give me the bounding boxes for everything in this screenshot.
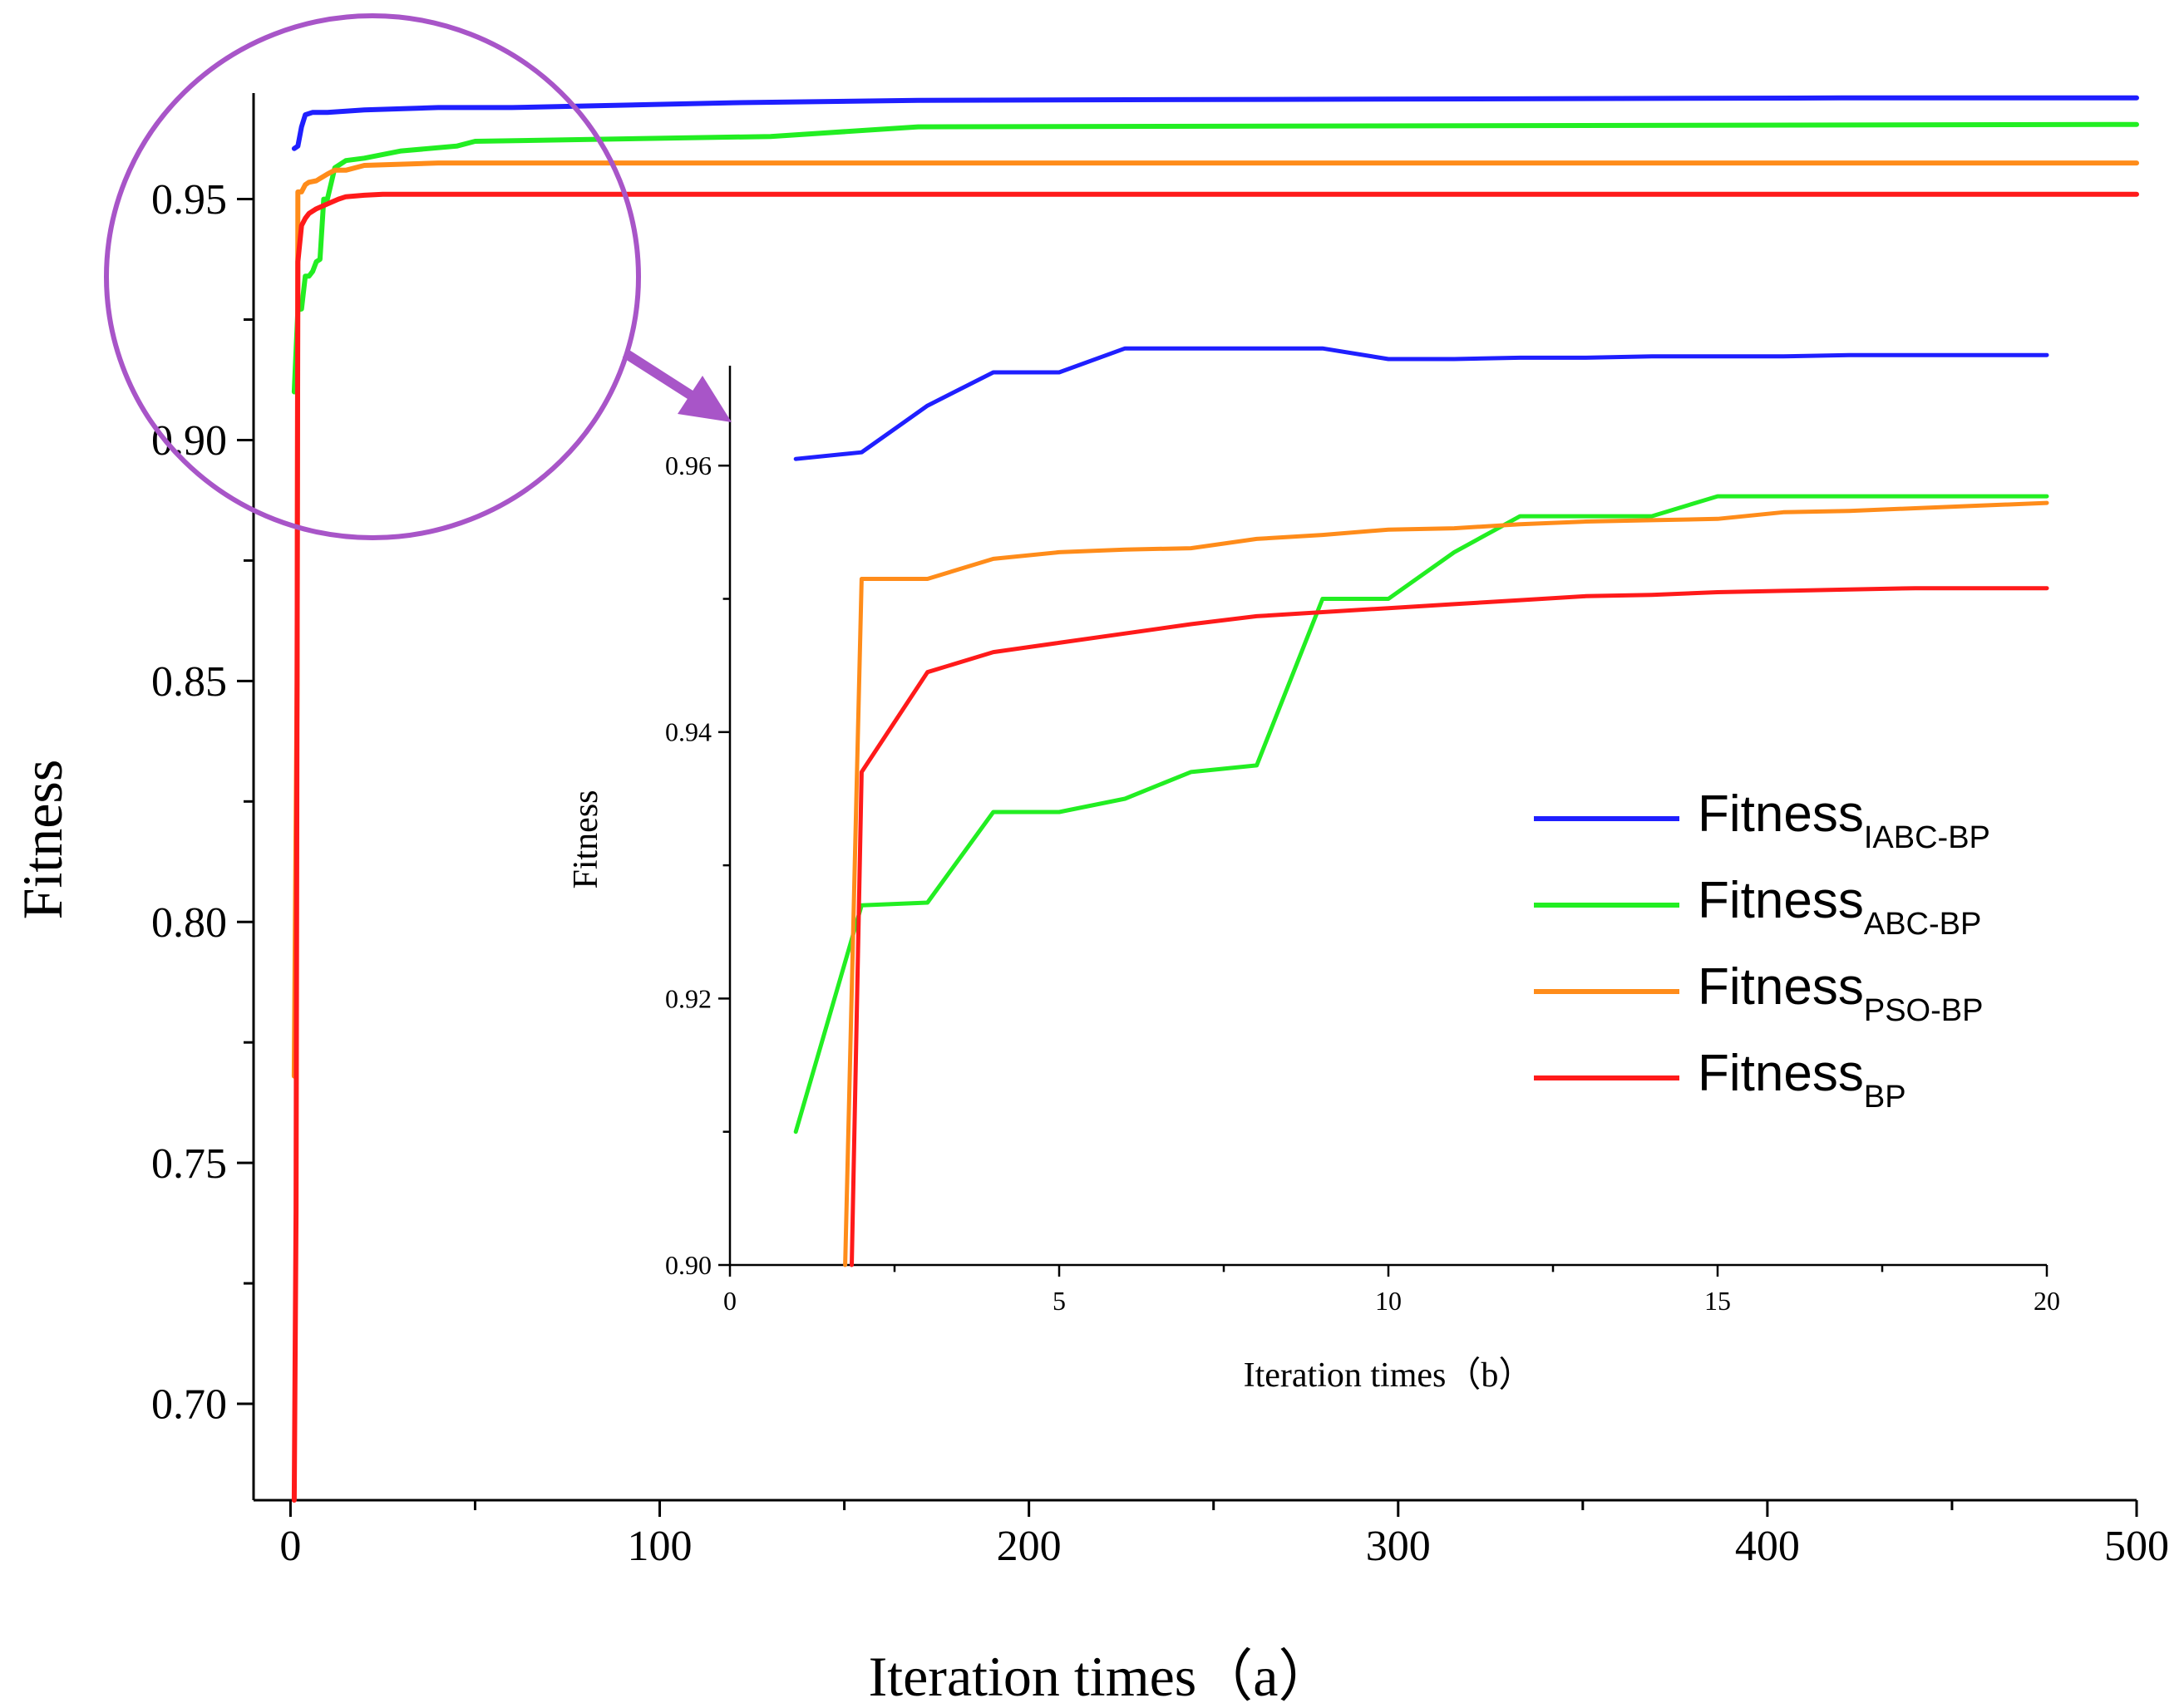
inset-series-bp xyxy=(850,586,2049,1267)
legend-item-iabc-bp: FitnessIABC-BP xyxy=(1534,785,1990,855)
inset-y-axis-title: Fitness xyxy=(567,790,605,888)
main-x-tick-label: 100 xyxy=(628,1523,693,1570)
inset-x-tick-label: 5 xyxy=(1053,1286,1066,1316)
main-y-axis-title: Fitness xyxy=(11,760,74,920)
inset-x-tick-label: 20 xyxy=(2034,1286,2060,1316)
main-x-axis-title: Iteration times（a） xyxy=(869,1645,1335,1703)
inset-x-tick-label: 0 xyxy=(723,1286,737,1316)
legend-label-bp: Fitness xyxy=(1698,1045,1864,1102)
inset-y-tick-label: 0.92 xyxy=(665,983,712,1013)
svg-text:FitnessPSO-BP: FitnessPSO-BP xyxy=(1698,958,1983,1028)
main-series-abc-bp xyxy=(291,121,2139,395)
legend-sub-pso-bp: PSO-BP xyxy=(1864,993,1984,1028)
legend-item-abc-bp: FitnessABC-BP xyxy=(1534,872,1981,942)
inset-series-abc-bp xyxy=(793,494,2049,1135)
legend-label-abc-bp: Fitness xyxy=(1698,872,1864,929)
inset-y-tick-label: 0.94 xyxy=(665,717,712,747)
inset-x-tick-label: 15 xyxy=(1704,1286,1731,1316)
svg-text:FitnessABC-BP: FitnessABC-BP xyxy=(1698,872,1981,942)
inset-series-pso-bp xyxy=(843,500,2049,1267)
inset-series-iabc-bp xyxy=(793,346,2049,461)
main-series-iabc-bp xyxy=(291,95,2139,151)
legend-item-bp: FitnessBP xyxy=(1534,1045,1906,1115)
main-series-pso-bp xyxy=(291,160,2139,1079)
inset-y-tick-label: 0.96 xyxy=(665,450,712,480)
main-x-tick-label: 0 xyxy=(279,1523,301,1570)
main-y-tick-label: 0.70 xyxy=(151,1381,227,1429)
inset-y-tick-label: 0.90 xyxy=(665,1250,712,1280)
inset-background xyxy=(582,341,2137,1421)
main-y-tick-label: 0.80 xyxy=(151,899,227,947)
main-chart: 0 100 200 300 400 5000.700.750.800.850.900.95… xyxy=(11,93,2169,1703)
legend-sub-abc-bp: ABC-BP xyxy=(1864,907,1981,942)
svg-text:FitnessBP: FitnessBP xyxy=(1698,1045,1906,1115)
main-x-tick-label: 300 xyxy=(1366,1523,1431,1570)
legend: FitnessIABC-BP FitnessABC-BP FitnessPSO-… xyxy=(1534,785,1990,1115)
main-y-tick-label: 0.95 xyxy=(151,176,227,224)
main-series-bp xyxy=(291,191,2139,1503)
legend-sub-bp: BP xyxy=(1864,1080,1906,1115)
legend-label-pso-bp: Fitness xyxy=(1698,958,1864,1016)
legend-sub-iabc-bp: IABC-BP xyxy=(1864,820,1990,855)
main-y-tick-label: 0.85 xyxy=(151,658,227,706)
zoom-highlight-circle xyxy=(104,13,641,540)
zoom-arrow-shaft xyxy=(622,348,700,404)
inset-x-tick-label: 10 xyxy=(1375,1286,1402,1316)
zoom-arrow-head xyxy=(678,376,732,422)
main-x-tick-label: 400 xyxy=(1735,1523,1800,1570)
main-x-tick-label: 500 xyxy=(2104,1523,2169,1570)
inset-x-axis-title: Iteration times（b） xyxy=(1244,1356,1534,1395)
legend-item-pso-bp: FitnessPSO-BP xyxy=(1534,958,1983,1028)
main-x-tick-label: 200 xyxy=(997,1523,1062,1570)
legend-label-iabc-bp: Fitness xyxy=(1698,785,1864,843)
zoom-callout xyxy=(104,13,732,540)
svg-text:FitnessIABC-BP: FitnessIABC-BP xyxy=(1698,785,1990,855)
inset-chart: 0 5 10 15 20 0.90 0.92 0.94 0.96 Iteration times… xyxy=(567,341,2137,1421)
main-y-tick-label: 0.75 xyxy=(151,1140,227,1188)
